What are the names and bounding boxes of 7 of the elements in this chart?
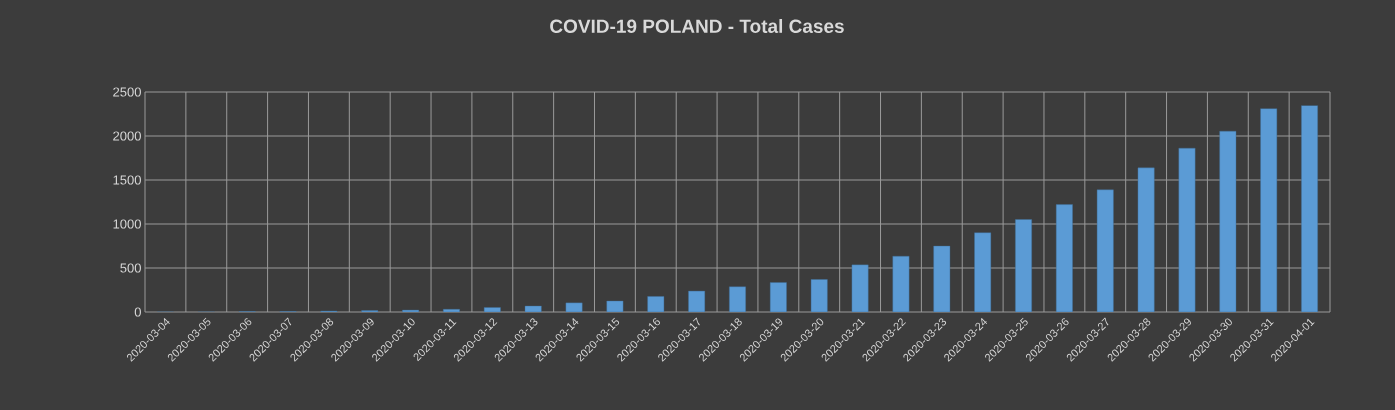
y-tick-label: 2500 — [113, 87, 141, 97]
y-tick-label: 1000 — [113, 219, 141, 229]
y-tick-label: 1500 — [113, 175, 141, 185]
y-tick-label: 500 — [120, 263, 141, 273]
y-tick-label: 0 — [134, 307, 141, 317]
y-tick-label: 2000 — [113, 131, 141, 141]
chart-title: COVID-19 POLAND - Total Cases — [550, 19, 844, 33]
